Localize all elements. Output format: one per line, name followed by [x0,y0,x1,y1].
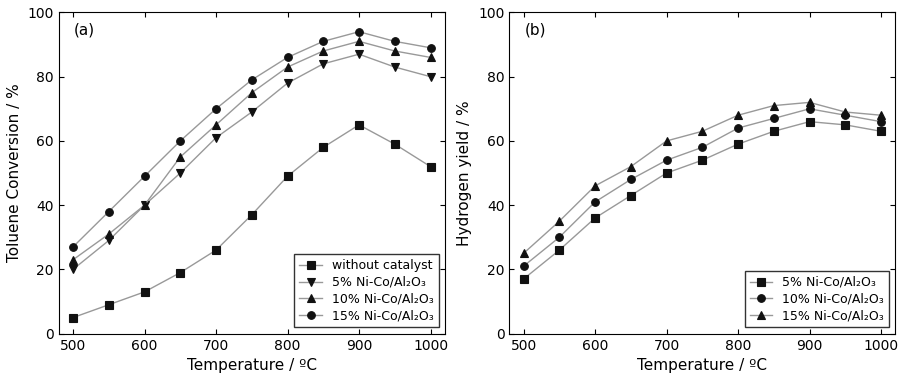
without catalyst [139,290,150,294]
15% Ni-Co/Al₂O₃ [804,100,815,104]
Line: 15% Ni-Co/Al₂O₃: 15% Ni-Co/Al₂O₃ [69,28,434,251]
without catalyst [67,315,78,320]
Line: 10% Ni-Co/Al₂O₃: 10% Ni-Co/Al₂O₃ [519,105,885,270]
without catalyst [353,123,364,127]
15% Ni-Co/Al₂O₃ [67,245,78,249]
10% Ni-Co/Al₂O₃ [246,90,257,95]
5% Ni-Co/Al₂O₃ [318,62,329,66]
10% Ni-Co/Al₂O₃ [804,106,815,111]
15% Ni-Co/Al₂O₃ [518,251,529,256]
15% Ni-Co/Al₂O₃ [840,110,851,114]
15% Ni-Co/Al₂O₃ [626,164,637,169]
15% Ni-Co/Al₂O₃ [696,129,707,133]
5% Ni-Co/Al₂O₃ [589,216,600,220]
5% Ni-Co/Al₂O₃ [768,129,779,133]
15% Ni-Co/Al₂O₃ [282,55,293,60]
15% Ni-Co/Al₂O₃ [554,219,565,223]
5% Ni-Co/Al₂O₃ [626,193,637,198]
without catalyst [390,142,400,146]
Line: 5% Ni-Co/Al₂O₃: 5% Ni-Co/Al₂O₃ [519,118,885,283]
5% Ni-Co/Al₂O₃ [390,65,400,69]
Legend: 5% Ni-Co/Al₂O₃, 10% Ni-Co/Al₂O₃, 15% Ni-Co/Al₂O₃: 5% Ni-Co/Al₂O₃, 10% Ni-Co/Al₂O₃, 15% Ni-… [745,271,889,328]
10% Ni-Co/Al₂O₃ [840,113,851,117]
10% Ni-Co/Al₂O₃ [518,264,529,268]
15% Ni-Co/Al₂O₃ [733,113,744,117]
15% Ni-Co/Al₂O₃ [353,29,364,34]
Line: 10% Ni-Co/Al₂O₃: 10% Ni-Co/Al₂O₃ [69,38,434,264]
5% Ni-Co/Al₂O₃ [804,119,815,124]
without catalyst [425,164,436,169]
10% Ni-Co/Al₂O₃ [589,200,600,204]
5% Ni-Co/Al₂O₃ [139,203,150,207]
5% Ni-Co/Al₂O₃ [696,158,707,163]
15% Ni-Co/Al₂O₃ [661,139,672,143]
15% Ni-Co/Al₂O₃ [318,39,329,44]
Legend: without catalyst, 5% Ni-Co/Al₂O₃, 10% Ni-Co/Al₂O₃, 15% Ni-Co/Al₂O₃: without catalyst, 5% Ni-Co/Al₂O₃, 10% Ni… [294,254,439,328]
5% Ni-Co/Al₂O₃ [661,171,672,175]
5% Ni-Co/Al₂O₃ [246,110,257,114]
5% Ni-Co/Al₂O₃ [211,135,222,140]
15% Ni-Co/Al₂O₃ [390,39,400,44]
10% Ni-Co/Al₂O₃ [696,145,707,150]
15% Ni-Co/Al₂O₃ [139,174,150,179]
15% Ni-Co/Al₂O₃ [104,209,114,214]
15% Ni-Co/Al₂O₃ [211,106,222,111]
10% Ni-Co/Al₂O₃ [661,158,672,163]
5% Ni-Co/Al₂O₃ [733,142,744,146]
Line: 15% Ni-Co/Al₂O₃: 15% Ni-Co/Al₂O₃ [519,98,885,257]
without catalyst [175,270,186,275]
5% Ni-Co/Al₂O₃ [840,123,851,127]
5% Ni-Co/Al₂O₃ [353,52,364,57]
5% Ni-Co/Al₂O₃ [554,248,565,252]
5% Ni-Co/Al₂O₃ [425,74,436,79]
10% Ni-Co/Al₂O₃ [139,203,150,207]
without catalyst [246,212,257,217]
X-axis label: Temperature / ºC: Temperature / ºC [637,358,767,373]
10% Ni-Co/Al₂O₃ [875,119,886,124]
Text: (b): (b) [525,22,547,37]
Text: (a): (a) [74,22,95,37]
Y-axis label: Hydrogen yield / %: Hydrogen yield / % [458,100,472,246]
X-axis label: Temperature / ºC: Temperature / ºC [187,358,317,373]
15% Ni-Co/Al₂O₃ [425,46,436,50]
without catalyst [104,302,114,307]
10% Ni-Co/Al₂O₃ [282,65,293,69]
15% Ni-Co/Al₂O₃ [175,139,186,143]
10% Ni-Co/Al₂O₃ [390,49,400,53]
5% Ni-Co/Al₂O₃ [875,129,886,133]
without catalyst [211,248,222,252]
15% Ni-Co/Al₂O₃ [589,184,600,188]
10% Ni-Co/Al₂O₃ [104,232,114,236]
10% Ni-Co/Al₂O₃ [425,55,436,60]
10% Ni-Co/Al₂O₃ [67,258,78,262]
5% Ni-Co/Al₂O₃ [67,267,78,272]
10% Ni-Co/Al₂O₃ [768,116,779,121]
10% Ni-Co/Al₂O₃ [733,126,744,130]
10% Ni-Co/Al₂O₃ [175,155,186,159]
Y-axis label: Toluene Conversion / %: Toluene Conversion / % [7,84,22,263]
5% Ni-Co/Al₂O₃ [282,81,293,86]
Line: 5% Ni-Co/Al₂O₃: 5% Ni-Co/Al₂O₃ [69,51,434,273]
10% Ni-Co/Al₂O₃ [353,39,364,44]
10% Ni-Co/Al₂O₃ [626,177,637,182]
15% Ni-Co/Al₂O₃ [246,78,257,82]
15% Ni-Co/Al₂O₃ [875,113,886,117]
without catalyst [282,174,293,179]
5% Ni-Co/Al₂O₃ [104,238,114,243]
without catalyst [318,145,329,150]
5% Ni-Co/Al₂O₃ [175,171,186,175]
10% Ni-Co/Al₂O₃ [554,235,565,239]
10% Ni-Co/Al₂O₃ [318,49,329,53]
5% Ni-Co/Al₂O₃ [518,277,529,281]
10% Ni-Co/Al₂O₃ [211,123,222,127]
15% Ni-Co/Al₂O₃ [768,103,779,108]
Line: without catalyst: without catalyst [69,121,434,321]
